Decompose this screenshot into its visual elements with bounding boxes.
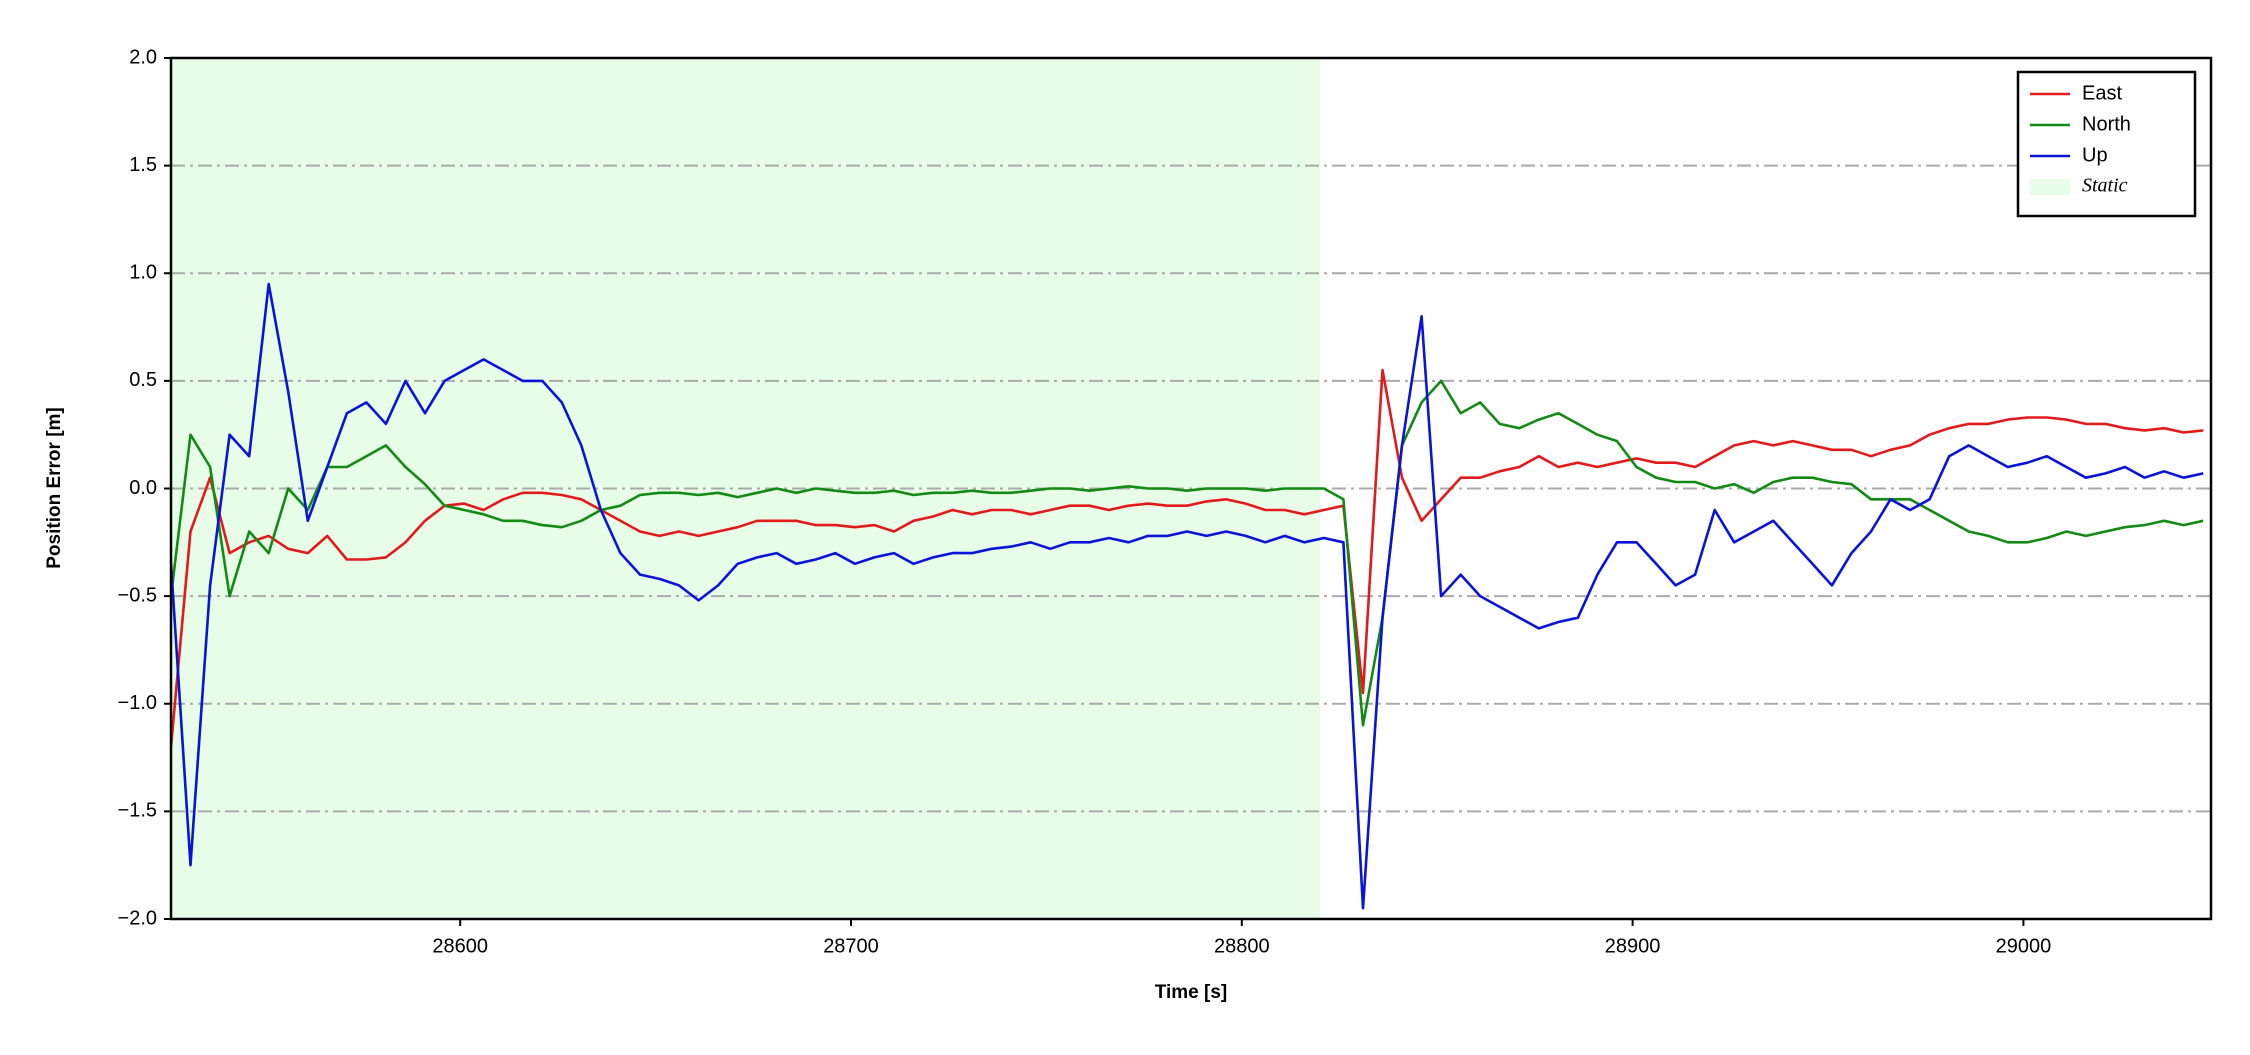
- y-tick-label: −0.5: [118, 584, 157, 606]
- x-tick-label: 28900: [1605, 935, 1661, 957]
- y-tick-label: 0.0: [129, 477, 157, 499]
- x-tick-label: 28800: [1214, 935, 1270, 957]
- legend-label: North: [2082, 113, 2131, 135]
- y-tick-label: −2.0: [118, 907, 157, 929]
- series-line: [171, 379, 2204, 727]
- y-tick-label: −1.0: [118, 692, 157, 714]
- x-axis-label: Time [s]: [1155, 982, 1228, 1003]
- plot-area: [171, 58, 2211, 919]
- x-tick-label: 28700: [823, 935, 879, 957]
- y-axis-label: Position Error [m]: [44, 407, 65, 569]
- legend-label: Up: [2082, 144, 2108, 166]
- series-line: [171, 282, 2204, 910]
- y-tick-label: 1.0: [129, 262, 157, 284]
- legend-label: Static: [2082, 175, 2128, 197]
- series-line: [171, 368, 2204, 747]
- x-tick-label: 29000: [1996, 935, 2052, 957]
- y-tick-label: −1.5: [118, 800, 157, 822]
- y-tick-label: 2.0: [129, 46, 157, 68]
- y-tick-label: 0.5: [129, 369, 157, 391]
- legend: East North Up Static: [2016, 70, 2197, 218]
- x-tick-label: 28600: [432, 935, 488, 957]
- y-tick-label: 1.5: [129, 154, 157, 176]
- legend-box: [2016, 70, 2197, 218]
- legend-swatch: [2030, 179, 2070, 195]
- legend-label: East: [2082, 82, 2122, 104]
